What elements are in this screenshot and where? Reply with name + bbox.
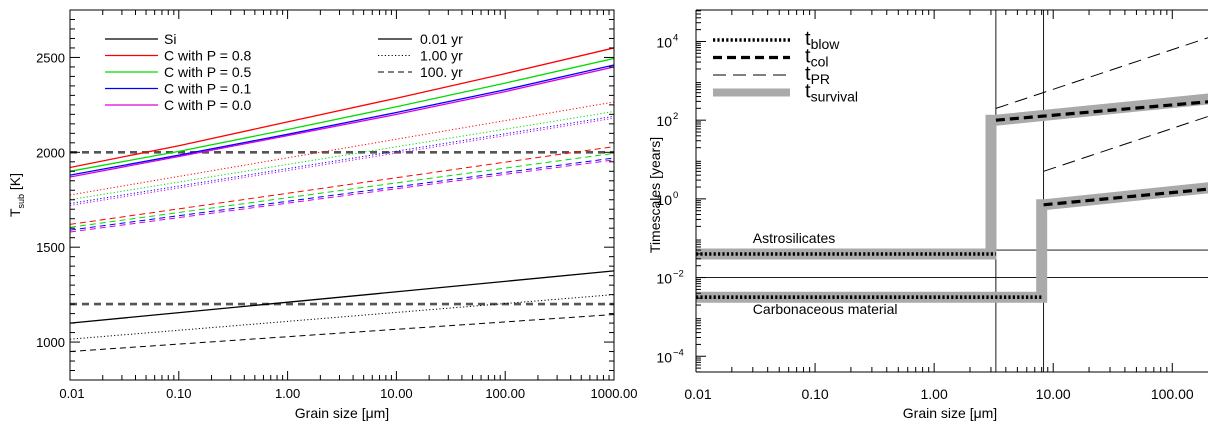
right-legend-label: tPR [805,63,830,87]
left-series-group [70,47,614,352]
left-series-line-6 [70,66,614,178]
left-legend-time-label: 1.00 yr [420,48,463,64]
right-legend-label: tsurvival [805,81,858,105]
right-y-tick-exponent: 0 [673,190,678,201]
right-legend-label: tblow [805,28,840,52]
left-y-axis-label: Tsub [K] [7,173,26,217]
left-x-tick-label: 100.00 [485,386,525,401]
right-y-tick-exponent: 2 [673,111,678,122]
right-y-tick-label: 10 [656,192,672,208]
left-legend-label: C with P = 0.1 [164,81,252,97]
left-axis-ticks [69,10,615,380]
left-series-line-4 [70,57,614,172]
left-x-axis-label: Grain size [μm] [295,405,389,421]
right-x-tick-label: 0.10 [801,386,828,402]
left-reference-lines [70,151,614,306]
right-annotation-label: Carbonaceous material [753,301,898,317]
left-legend-time-label: 0.01 yr [420,31,463,47]
left-series-line-12 [70,152,614,228]
left-legend-label: C with P = 0.8 [164,48,252,64]
right-annotations: Astrosilicates Carbonaceous material [753,230,898,317]
left-y-tick-label: 2000 [36,145,65,160]
right-y-axis-label: Timescales [years] [647,137,663,253]
left-series-line-1 [70,294,614,340]
left-y-tick-label: 1500 [36,240,65,255]
left-series-line-3 [70,47,614,169]
left-series-line-5 [70,64,614,176]
left-legend-time-label: 100. yr [420,64,463,80]
left-series-line-14 [70,159,614,233]
left-legend: SiC with P = 0.8C with P = 0.5C with P =… [105,31,463,113]
right-x-tick-labels: 0.01 0.10 1.00 10.00 100.00 [684,386,1194,402]
right-x-tick-label: 1.00 [921,386,948,402]
right-x-tick-label: 10.00 [1036,386,1071,402]
left-y-axis-label-sub: sub [16,194,26,209]
right-series-t_PR-7 [1043,115,1208,172]
left-chart-panel: 0.01 0.10 1.00 10.00 100.00 1000.00 1000 1500 2… [7,9,638,421]
left-y-tick-label: 2500 [36,50,65,65]
left-series-line-10 [70,117,614,206]
right-x-tick-label: 0.01 [684,386,711,402]
left-x-tick-labels: 0.01 0.10 1.00 10.00 100.00 1000.00 [59,386,637,401]
left-series-line-11 [70,146,614,225]
right-legend-label: tcol [805,46,828,70]
right-y-tick-exponent: −4 [673,347,684,358]
right-y-tick-exponent: 4 [673,32,678,43]
left-legend-label: C with P = 0.5 [164,64,252,80]
left-series-line-0 [70,270,614,324]
right-series-t_PR-6 [995,37,1208,109]
left-y-tick-label: 1000 [36,335,65,350]
left-legend-label: C with P = 0.0 [164,97,252,113]
right-series-group [696,10,1208,372]
left-x-tick-label: 0.10 [166,386,191,401]
right-y-tick-label: 10 [656,34,672,50]
left-x-tick-label: 10.00 [380,386,413,401]
left-legend-label: Si [164,31,176,47]
right-axis-ticks [695,10,1173,373]
right-y-tick-exponent: −2 [673,269,684,280]
left-series-line-7 [70,101,614,196]
left-series-line-8 [70,111,614,201]
left-x-tick-label: 0.01 [59,386,84,401]
right-y-tick-label: 10 [656,349,672,365]
right-series-t_col-4 [995,100,1208,122]
right-x-tick-label: 100.00 [1151,386,1194,402]
right-y-tick-label: 10 [656,271,672,287]
left-series-line-9 [70,115,614,204]
left-y-tick-labels: 1000 1500 2000 2500 [36,50,65,350]
left-x-tick-label: 1000.00 [591,386,638,401]
right-annotation-label: Astrosilicates [753,230,835,246]
right-x-axis-label: Grain size [μm] [903,405,997,421]
left-series-line-13 [70,157,614,231]
left-series-line-2 [70,314,614,352]
right-y-tick-label: 10 [656,113,672,129]
left-plot-frame [69,9,615,381]
left-x-tick-label: 1.00 [275,386,300,401]
